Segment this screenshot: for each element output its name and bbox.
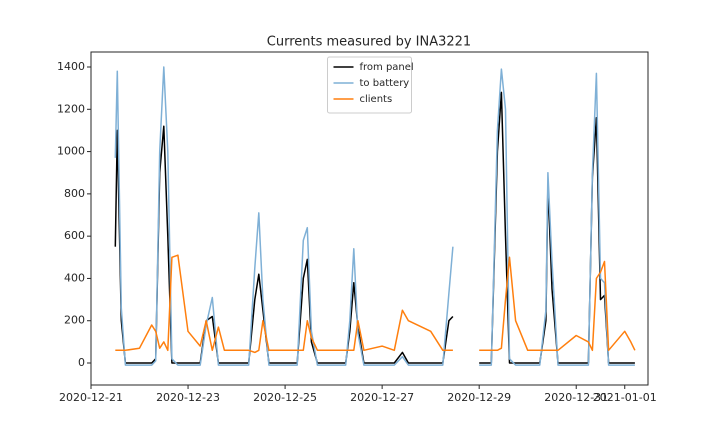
series-line [114,66,635,366]
x-tick-label: 2020-12-29 [447,391,511,404]
series-line [114,91,635,364]
plot-frame [90,51,649,386]
y-tick-label: 1200 [57,102,85,115]
y-tick-label: 200 [64,314,85,327]
y-tick-label: 600 [64,229,85,242]
x-tick-label: 2020-12-21 [59,391,123,404]
x-tick-label: 2020-12-31 [544,391,608,404]
y-tick-label: 800 [64,187,85,200]
legend-label: from panel [360,62,414,73]
series-line [115,254,636,354]
y-tick-label: 1000 [57,145,85,158]
legend-label: clients [360,94,393,105]
chart-title: Currents measured by INA3221 [267,35,471,50]
y-tick-label: 400 [64,271,85,284]
x-tick-label: 2020-12-27 [350,391,414,404]
y-tick-label: 0 [78,356,85,369]
x-tick-label: 2020-12-23 [156,391,220,404]
y-tick-label: 1400 [57,60,85,73]
legend-label: to battery [360,78,410,89]
x-tick-label: 2020-12-25 [253,391,317,404]
x-tick-label: 2021-01-01 [593,391,657,404]
